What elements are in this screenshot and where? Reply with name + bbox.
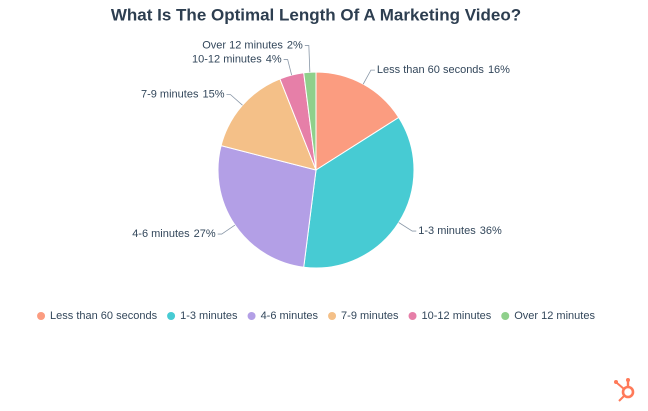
data-label: 1-3 minutes 36% xyxy=(418,225,502,237)
legend-label: 4-6 minutes xyxy=(261,310,319,322)
data-label: 7-9 minutes 15% xyxy=(141,89,225,101)
legend: Less than 60 seconds 1-3 minutes 4-6 minut… xyxy=(37,310,595,322)
legend-label: 1-3 minutes xyxy=(180,310,238,322)
legend-marker xyxy=(501,312,510,320)
legend-marker xyxy=(37,312,46,320)
data-label-name: 7-9 minutes xyxy=(141,89,199,101)
legend-marker xyxy=(408,312,417,320)
data-label-value: 4% xyxy=(266,53,282,65)
data-label-value: 15% xyxy=(202,89,224,101)
data-label-value: 36% xyxy=(480,225,502,237)
data-label: Over 12 minutes 2% xyxy=(202,39,303,51)
data-label-name: Less than 60 seconds xyxy=(377,64,485,76)
pie-slice xyxy=(303,71,317,171)
legend-label: Over 12 minutes xyxy=(514,310,595,322)
data-label-name: 1-3 minutes xyxy=(418,225,476,237)
pie-slice xyxy=(303,116,415,269)
hubspot-logo xyxy=(614,378,635,402)
data-label: 4-6 minutes 27% xyxy=(132,228,216,240)
data-label-name: 4-6 minutes xyxy=(132,228,190,240)
data-label-value: 27% xyxy=(194,228,216,240)
data-label-name: Over 12 minutes xyxy=(202,39,283,51)
leader-line xyxy=(398,222,417,232)
data-label-value: 16% xyxy=(488,64,510,76)
data-label: 10-12 minutes 4% xyxy=(192,53,282,65)
leader-line xyxy=(283,59,293,76)
leader-line xyxy=(362,69,375,85)
data-label: Less than 60 seconds 16% xyxy=(377,64,510,76)
leader-line xyxy=(304,45,311,73)
pie-slice xyxy=(315,71,400,171)
pie-slice xyxy=(220,78,317,171)
legend-label: 10-12 minutes xyxy=(422,310,492,322)
leader-line xyxy=(217,224,236,235)
legend-marker xyxy=(328,312,337,320)
legend-marker xyxy=(247,312,256,320)
chart-title: What Is The Optimal Length Of A Marketin… xyxy=(111,5,521,24)
pie-slice xyxy=(217,145,317,268)
legend-marker xyxy=(167,312,176,320)
leader-line xyxy=(226,94,243,106)
data-label-name: 10-12 minutes xyxy=(192,53,262,65)
data-label-value: 2% xyxy=(287,39,303,51)
legend-label: 7-9 minutes xyxy=(341,310,399,322)
legend-label: Less than 60 seconds xyxy=(50,310,158,322)
